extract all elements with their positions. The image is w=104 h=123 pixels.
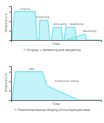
plot-area [11,12,101,40]
y-tick-mark [9,72,11,73]
y-axis-line [9,7,12,41]
annotation: Stabilizing [70,23,84,26]
y-tick [9,12,11,13]
y-tick [9,31,11,32]
area-fill [11,72,101,100]
x-axis-title: Time [51,102,59,106]
y-tick [9,21,11,22]
chart-root: Forging Tempering AnnealingStabilizing Mach… [0,0,104,123]
y-tick [9,81,11,82]
y-axis [9,67,12,101]
annotation: Annealing [54,23,67,26]
x-axis-title: Time [51,42,59,46]
annotation: TMF [29,68,35,71]
y-tick-mark [9,81,11,82]
subplot: Forging Tempering AnnealingStabilizing Mach… [4,7,102,52]
y-tick [9,91,11,92]
caption: ② Thermomechanical forging of microalloy… [14,108,90,112]
subplot: TMF Controlled cooling Time Temperature ② Th… [4,67,102,112]
line [11,72,101,100]
plot-area [11,72,101,100]
annotation: Tempering [36,16,50,19]
annotation: Controlled cooling [55,80,79,83]
line [11,12,101,40]
y-axis-title: Temperature [4,13,8,33]
y-tick-mark [9,12,11,13]
y-tick-mark [9,31,11,32]
annotation: Machining [83,30,97,33]
y-axis-line [9,67,12,101]
y-axis [9,7,12,41]
y-tick-mark [9,21,11,22]
y-tick [9,72,11,73]
y-axis-title: Temperature [4,73,8,93]
y-tick-mark [9,91,11,92]
caption: ① Forging + hardening and tempering [23,48,81,52]
annotation: Forging [20,8,30,11]
area-fill [11,12,101,40]
